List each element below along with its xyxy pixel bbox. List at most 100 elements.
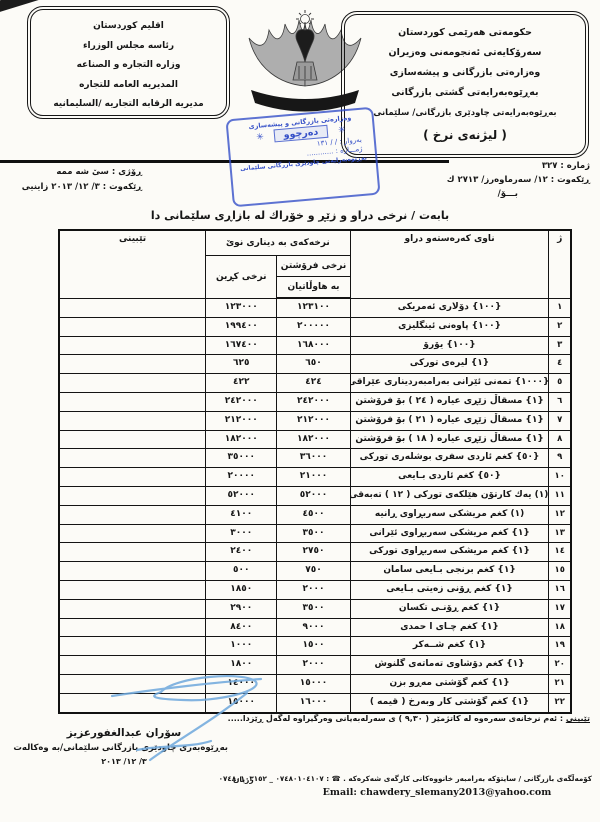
header-line: وه‌زاره‌تی بازرگانی و پیشه‌سازی [389, 67, 541, 78]
sell-price-cell: ١٥٠٠٠ [276, 673, 351, 694]
table-row: ٢ {١٠٠} پاوه‌نی ئینگلیزی ٢٠٠٠٠٠ ١٩٩٤٠٠ [58, 316, 572, 337]
handwritten-signature-icon [110, 675, 263, 762]
column-header-price-group: نرخه‌كه‌ی به‌ دیناری نوێ [205, 229, 351, 256]
note-cell [58, 316, 207, 337]
table-row: ١٥ {١} كغم برنجی بـایعی سامان ٧٥٠ ٥٠٠ [58, 561, 572, 581]
row-number: ١٢ [548, 504, 572, 525]
item-name-cell: {١} كغم برنجی بـایعی سامان [349, 561, 550, 581]
item-name-cell: {١} مسقاڵ زێڕی عیاره‌ ( ٢٤ ) بۆ فرۆشتن [349, 391, 550, 412]
price-table-body: ١ {١٠٠} دۆلاری ئه‌مریكی ١٢٣١٠٠ ١٢٣٠٠٠ ٢ {١٠٠}… [58, 297, 572, 714]
table-row: ١٩ {١} كغم شــه‌كر ١٥٠٠ ١٠٠٠ [58, 636, 572, 657]
row-number: ١١ [548, 485, 572, 506]
buy-price-cell: ٢١٢٠٠٠ [205, 410, 278, 431]
row-number: ١٣ [548, 523, 572, 544]
item-name-cell: {١} كغم مریشكی سه‌ربڕاوی ئێرانی [349, 523, 550, 544]
row-number: ١٨ [548, 617, 572, 638]
note-cell [58, 297, 207, 318]
footer-phone-numbers: ٠٧٤٨٠١٠٤١٠٧ _ ٠٧٤٨٠١٠٣١٥٢ [218, 774, 324, 783]
buy-price-cell: ١٩٩٤٠٠ [205, 316, 278, 337]
item-name-cell: {١٠٠} پاوه‌نی ئینگلیزی [349, 316, 550, 337]
note-cell [58, 448, 207, 469]
footer-contact-line: كۆمه‌ڵگه‌ی بازرگانی / سایتۆكه‌ به‌رامبه‌… [219, 774, 592, 783]
date-label: ڕێكه‌وت : ٣/ ١٢/ ٢٠١٣ زاینیی [21, 182, 142, 192]
column-header-sell-to-citizens: به‌ هاوڵاتیان [276, 276, 351, 299]
gregorian-date-block: ڕۆژی : سیٚ شه‌ ممه‌ ڕێكه‌وت : ٣/ ١٢/ ٢٠١… [21, 167, 142, 197]
column-header-notes: تێبینی [58, 229, 207, 299]
telephone-icon: ☎ [331, 774, 341, 783]
buy-price-cell: ٢٤٠٠ [205, 542, 278, 563]
table-row: ٥ {١٠٠٠} تمه‌نی ئێرانی به‌رامبه‌ردیناری ع… [58, 373, 572, 393]
price-table-container: ژ ناوی كه‌ره‌سته‌و دراو نرخه‌كه‌ی به‌ دی… [58, 229, 572, 714]
row-number: ٢٢ [548, 692, 572, 714]
item-name-cell: (١) یه‌ك كارتۆن هێلكه‌ی توركی ( ١٢ ) ته‌… [349, 485, 550, 506]
table-row: ١٠ {٥٠} كغم ئاردی بـایعی ٢١٠٠٠ ٢٠٠٠٠ [58, 467, 572, 487]
sell-price-cell: ١٢٣١٠٠ [276, 297, 351, 318]
row-number: ١٦ [548, 579, 572, 600]
buy-price-cell: ٤٢٢ [205, 373, 278, 393]
item-name-cell: {١٠٠} دۆلاری ئه‌مریكی [349, 297, 550, 318]
price-committee-label: ( لیژنه‌ی نرخ ) [423, 128, 507, 142]
sell-price-cell: ٩٠٠٠ [276, 617, 351, 638]
day-label: ڕۆژی : سیٚ شه‌ ممه‌ [56, 167, 142, 177]
row-number: ١ [548, 297, 572, 318]
footnote: تێبینی : ئه‌م نرخانه‌ی سه‌ره‌وه‌ له‌ كات… [222, 714, 590, 723]
buy-price-cell: ٢٤٢٠٠٠ [205, 391, 278, 412]
table-row: ٩ {٥٠} كغم ئاردی سفری بوشله‌ری توركی ٣٦٠٠٠… [58, 448, 572, 469]
header-box-kurdish: حكومه‌تی هه‌رێمی كوردستان سه‌رۆكایه‌تی ئ… [341, 11, 589, 158]
note-cell [58, 485, 207, 506]
footer-email-line: Email: chawdery_slemany2013@yahoo.com [292, 787, 582, 798]
item-name-cell: {١} كغم مریشكی سه‌ربڕاوی توركی [349, 542, 550, 563]
item-name-cell: {١} كغم ڕۆنـی تكسان [349, 598, 550, 619]
row-number: ٥ [548, 373, 572, 393]
note-cell [58, 579, 207, 600]
table-row: ١٧ {١} كغم ڕۆنـی تكسان ٣٥٠٠ ٢٩٠٠ [58, 598, 572, 619]
subject-line: بابه‌ت / نرخی دراو و زێڕ و خۆراك له‌ باز… [150, 209, 450, 222]
document-number: ژماره‌ : ٣٢٧ [541, 161, 590, 171]
buy-price-cell: ٣٠٠٠ [205, 523, 278, 544]
footer-phone-separator: : [326, 774, 330, 783]
sell-price-cell: ١٦٨٠٠٠ [276, 335, 351, 356]
header-line: به‌ڕێوه‌به‌رایه‌تی چاودێری بازرگانی/ سلێ… [373, 108, 557, 118]
buy-price-cell: ١٢٣٠٠٠ [205, 297, 278, 318]
header-line: حكومه‌تی هه‌رێمی كوردستان [398, 27, 532, 38]
note-cell [58, 410, 207, 431]
row-number: ١٠ [548, 467, 572, 487]
email-address: chawdery_slemany2013@yahoo.com [360, 787, 552, 798]
sell-price-cell: ٣٦٠٠٠ [276, 448, 351, 469]
buy-price-cell: ٦٢٥ [205, 354, 278, 375]
table-row: ٦ {١} مسقاڵ زێڕی عیاره‌ ( ٢٤ ) بۆ فرۆشتن ٢… [58, 391, 572, 412]
note-cell [58, 617, 207, 638]
sell-price-cell: ٧٥٠ [276, 561, 351, 581]
footnote-label: تێبینی [565, 714, 590, 723]
table-row: ١٣ {١} كغم مریشكی سه‌ربڕاوی ئێرانی ٣٥٠٠ ٣٠٠… [58, 523, 572, 544]
asterisk-icon: ✳ [337, 124, 347, 136]
note-cell [58, 523, 207, 544]
sell-price-cell: ٢٠٠٠٠٠ [276, 316, 351, 337]
sell-price-cell: ٢١٢٠٠٠ [276, 410, 351, 431]
note-cell [58, 391, 207, 412]
row-number: ٣ [548, 335, 572, 356]
buy-price-cell: ١٦٧٤٠٠ [205, 335, 278, 356]
item-name-cell: {٥٠} كغم ئاردی بـایعی [349, 467, 550, 487]
footer-address: كۆمه‌ڵگه‌ی بازرگانی / سایتۆكه‌ به‌رامبه‌… [343, 774, 592, 783]
column-header-buy-price: نرخی كڕین [205, 255, 278, 299]
note-cell [58, 598, 207, 619]
document-number-block: ژماره‌ : ٣٢٧ ڕێكه‌وت : ١٢/ سه‌رماوه‌رز/ … [426, 161, 590, 203]
item-name-cell: {١} كغم دۆشاوی ته‌ماته‌ی گلنوش [349, 655, 550, 675]
signatory-title: به‌ڕێوه‌به‌ری چاودێری بازرگانی سلێمانی/ب… [13, 743, 228, 753]
table-row: ٤ {١} لیره‌ی توركی ٦٥٠ ٦٢٥ [58, 354, 572, 375]
footer-brand: زریان [233, 775, 254, 784]
note-cell [58, 373, 207, 393]
to-label: بـــۆ/ [497, 189, 518, 199]
price-table: ژ ناوی كه‌ره‌سته‌و دراو نرخه‌كه‌ی به‌ دی… [58, 229, 572, 714]
item-name-cell: {١} كغم گۆشتی كار وبه‌رخ ( قیمه‌ ) [349, 692, 550, 714]
asterisk-icon: ✳ [255, 131, 265, 143]
header-line: رئاسه مجلس الوزراء [82, 40, 175, 51]
item-name-cell: {١} كغم گۆشتی مه‌ڕو بزن [349, 673, 550, 694]
item-name-cell: {١٠٠٠} تمه‌نی ئێرانی به‌رامبه‌ردیناری عێ… [349, 373, 550, 393]
note-cell [58, 542, 207, 563]
item-name-cell: {١} كغم ڕۆنی زه‌یتی بـایعی [349, 579, 550, 600]
buy-price-cell: ١٨٢٠٠٠ [205, 429, 278, 450]
column-header-item-name: ناوی كه‌ره‌سته‌و دراو [349, 229, 550, 299]
item-name-cell: {١} مسقاڵ زێڕی عیاره‌ ( ٢١ ) بۆ فرۆشتن [349, 410, 550, 431]
